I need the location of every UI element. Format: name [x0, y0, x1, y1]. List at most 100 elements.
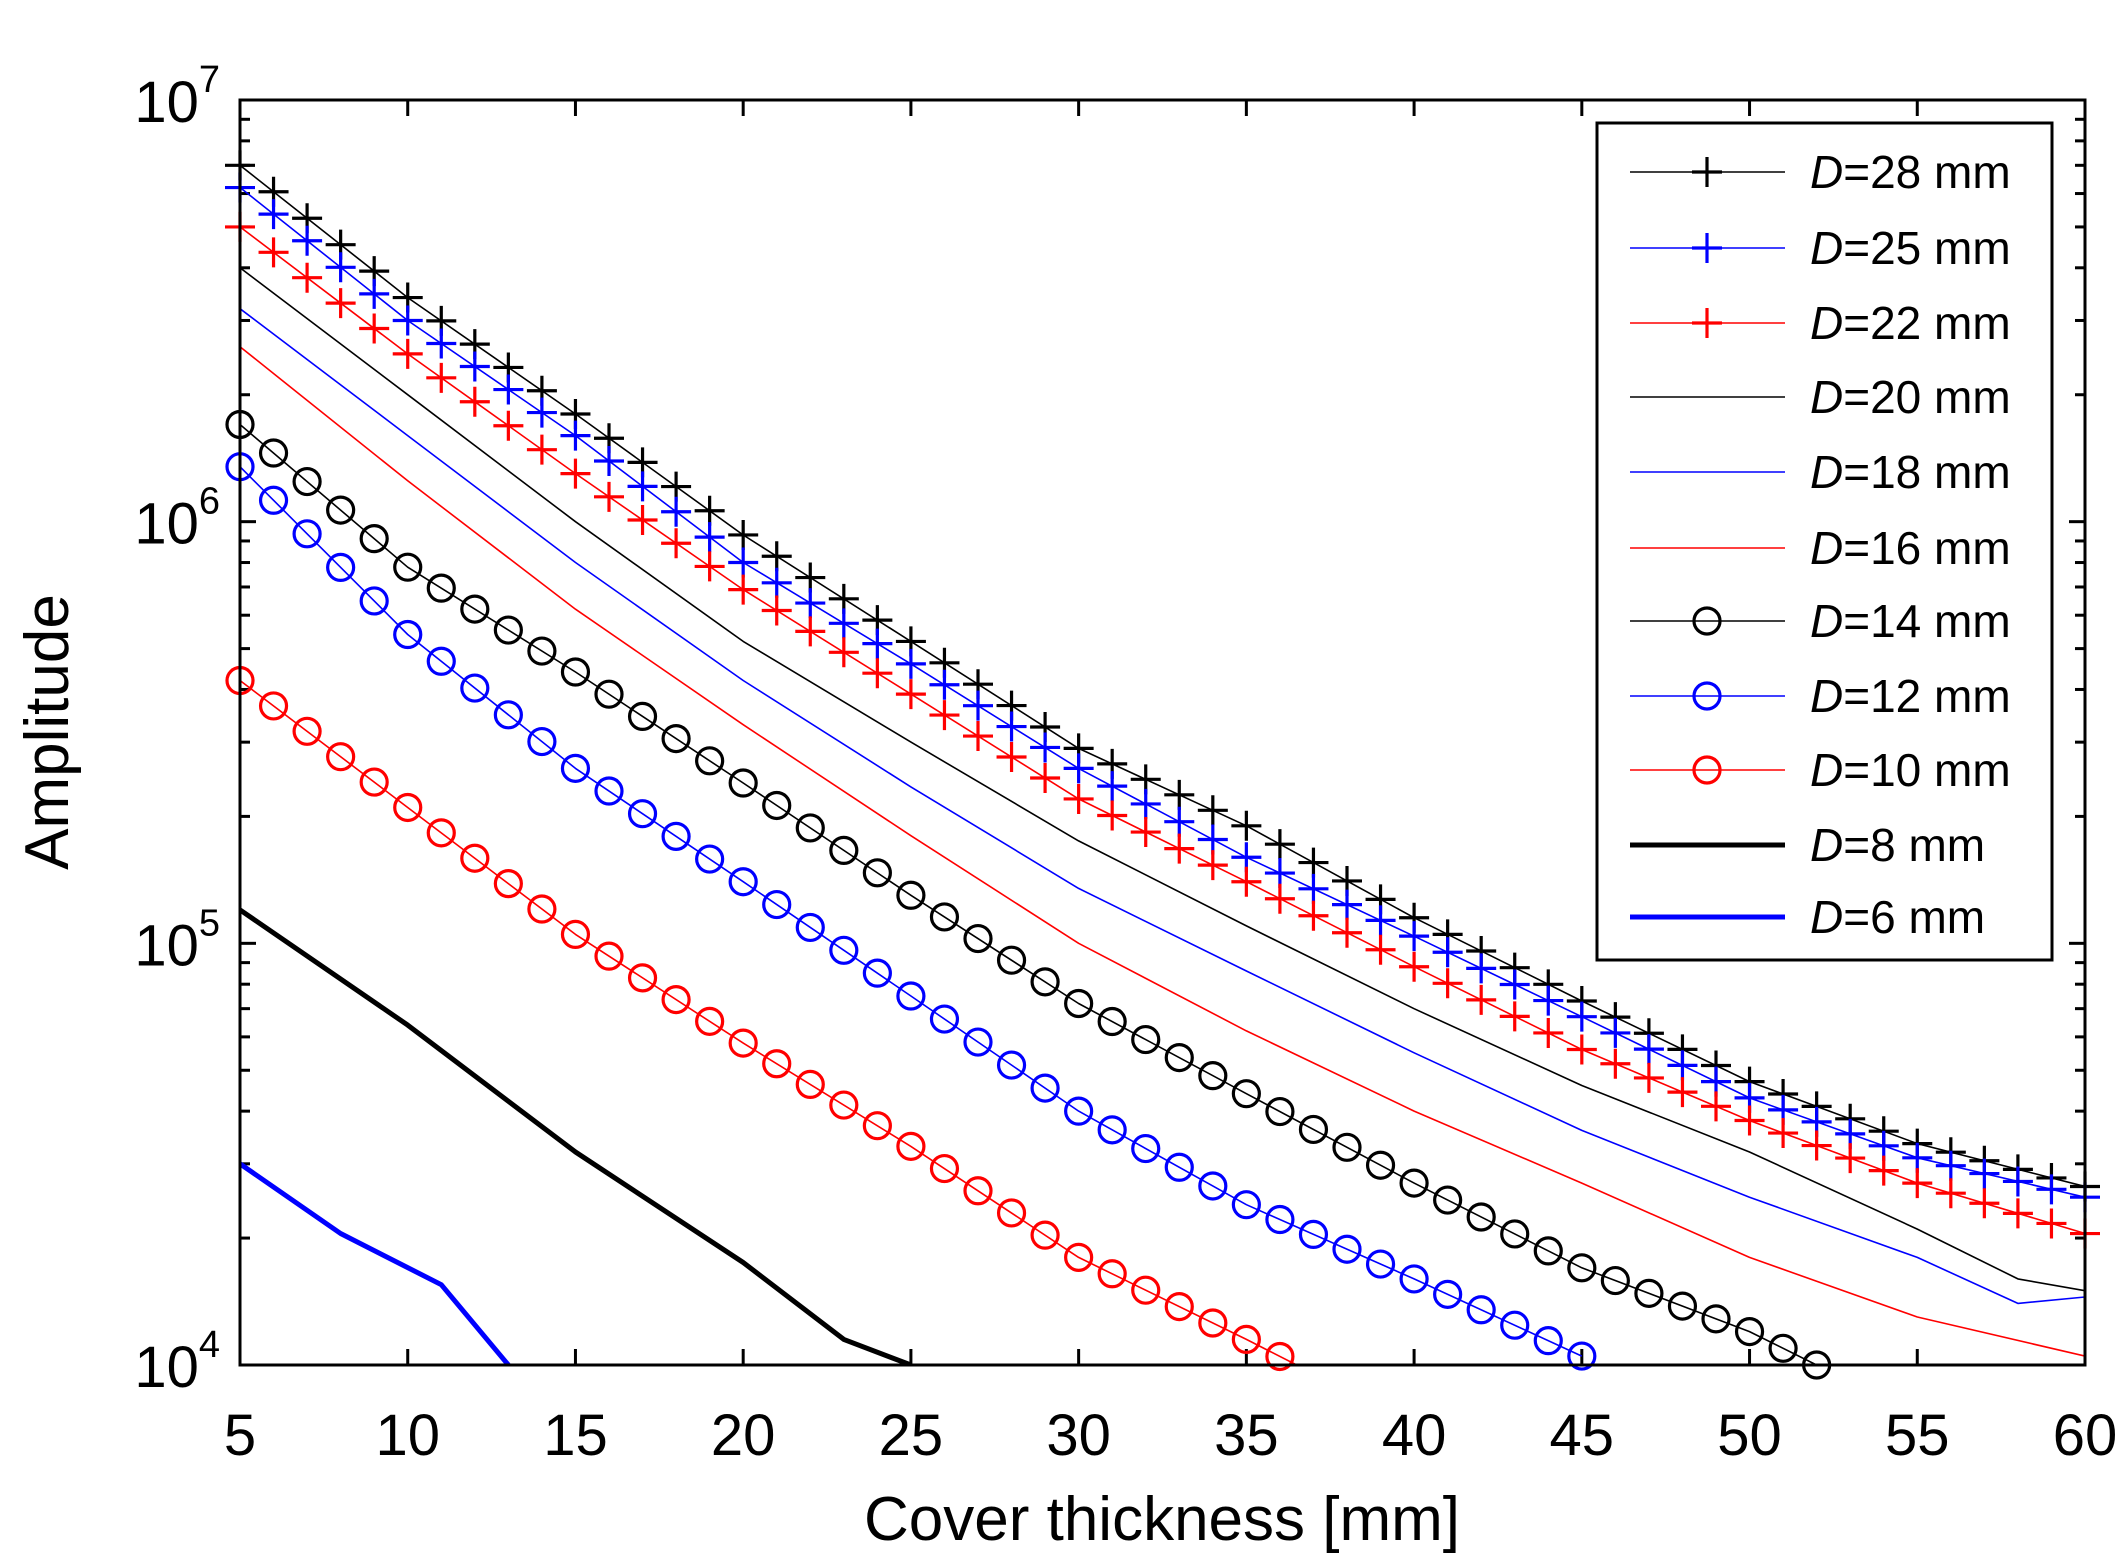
circle-marker — [1533, 1326, 1563, 1356]
circle-marker — [594, 941, 624, 971]
plus-marker — [828, 608, 859, 639]
circle-marker — [762, 889, 792, 920]
circle-marker — [1701, 1304, 1731, 1334]
legend-circle-marker — [1692, 606, 1722, 636]
legend-label: D=25 mm — [1810, 222, 2011, 274]
series-line-d20mm — [240, 267, 2085, 1292]
circle-marker — [1064, 988, 1094, 1019]
circle-marker — [1433, 1185, 1463, 1215]
circle-marker — [1198, 1308, 1228, 1338]
circle-marker — [292, 519, 322, 549]
plus-marker — [761, 595, 792, 626]
plus-marker — [1264, 858, 1295, 889]
y-tick-base: 10 — [134, 913, 199, 978]
series-line-d6mm — [240, 1161, 511, 1365]
plus-marker — [1902, 1168, 1933, 1199]
plus-marker — [526, 397, 557, 428]
circle-marker — [1265, 1341, 1295, 1372]
plus-marker — [1197, 824, 1228, 855]
circle-marker — [1768, 1333, 1798, 1363]
plus-marker — [761, 567, 792, 598]
circle-marker — [862, 858, 892, 888]
circle-marker — [560, 657, 591, 687]
plus-marker — [1935, 1178, 1966, 1209]
circle-marker — [661, 821, 691, 851]
legend-plus-marker — [1692, 157, 1722, 187]
plus-marker — [1499, 969, 1530, 1000]
plus-marker — [1030, 762, 1061, 793]
circle-marker — [1198, 1061, 1228, 1091]
circle-marker — [929, 1004, 960, 1034]
x-tick-label: 10 — [375, 1403, 440, 1468]
x-tick-label: 25 — [879, 1403, 944, 1468]
plus-marker — [996, 742, 1027, 773]
circle-marker — [1097, 1115, 1127, 1145]
legend-variable: D — [1810, 146, 1843, 198]
circle-marker — [1298, 1114, 1329, 1145]
circle-marker — [1365, 1249, 1396, 1279]
plus-marker — [1298, 873, 1329, 904]
plus-marker — [325, 252, 356, 283]
plus-marker — [761, 541, 792, 572]
plus-marker — [2002, 1166, 2033, 1197]
circle-marker — [1064, 1096, 1094, 1126]
circle-marker — [460, 673, 490, 703]
legend-entry: D=22 mm — [1630, 297, 2011, 349]
plus-marker — [1164, 779, 1195, 810]
circle-marker — [560, 753, 591, 783]
circle-marker — [1466, 1295, 1496, 1325]
plus-marker — [694, 522, 725, 553]
circle-marker — [1164, 1152, 1194, 1182]
plus-marker — [1332, 917, 1362, 948]
circle-marker — [862, 958, 892, 988]
plus-marker — [526, 434, 557, 465]
legend-entry: D=14 mm — [1630, 595, 2011, 647]
circle-marker — [1097, 1006, 1127, 1037]
circle-marker — [1064, 1242, 1094, 1272]
plus-marker — [1432, 968, 1463, 999]
circle-marker — [1567, 1341, 1597, 1371]
plus-marker — [862, 658, 893, 689]
circle-marker — [258, 485, 289, 515]
circle-marker — [1634, 1278, 1664, 1308]
x-tick-label: 20 — [711, 1403, 776, 1468]
legend-value: =12 mm — [1843, 670, 2010, 722]
circle-marker — [829, 1090, 859, 1120]
plus-marker — [1969, 1188, 2000, 1219]
series-line-d25mm — [240, 186, 2085, 1198]
plus-marker — [1164, 806, 1195, 837]
x-tick-label: 50 — [1717, 1403, 1782, 1468]
legend-entry: D=18 mm — [1630, 446, 2011, 498]
legend-variable: D — [1810, 297, 1843, 349]
legend-value: =18 mm — [1843, 446, 2010, 498]
circle-marker — [996, 1198, 1027, 1228]
circle-marker — [292, 466, 322, 497]
legend-variable: D — [1810, 522, 1843, 574]
legend-value: =6 mm — [1843, 891, 1985, 943]
plus-marker — [627, 471, 658, 502]
circle-marker — [1131, 1024, 1161, 1055]
circle-marker — [762, 790, 792, 821]
circle-marker — [1567, 1253, 1597, 1283]
legend-plus-marker — [1692, 308, 1722, 338]
legend-variable: D — [1810, 595, 1843, 647]
circle-marker — [795, 912, 825, 943]
y-tick-exponent: 4 — [199, 1324, 220, 1366]
plus-marker — [1231, 866, 1262, 897]
circle-marker — [1466, 1202, 1496, 1232]
legend-variable: D — [1810, 891, 1843, 943]
y-axis-title: Amplitude — [13, 594, 82, 870]
data-series — [240, 164, 2085, 1365]
series-line-d28mm — [240, 164, 2085, 1188]
y-tick-label: 104 — [134, 1324, 220, 1400]
legend-label: D=28 mm — [1810, 146, 2011, 198]
circle-marker — [627, 799, 658, 829]
circle-marker — [426, 573, 456, 603]
plus-marker — [1633, 1062, 1664, 1093]
x-tick-label: 60 — [2053, 1403, 2118, 1468]
series-line-d8mm — [240, 907, 912, 1365]
y-tick-label: 107 — [134, 59, 220, 135]
circle-marker — [896, 981, 926, 1011]
circle-marker — [996, 1050, 1027, 1080]
circle-marker — [527, 894, 557, 924]
